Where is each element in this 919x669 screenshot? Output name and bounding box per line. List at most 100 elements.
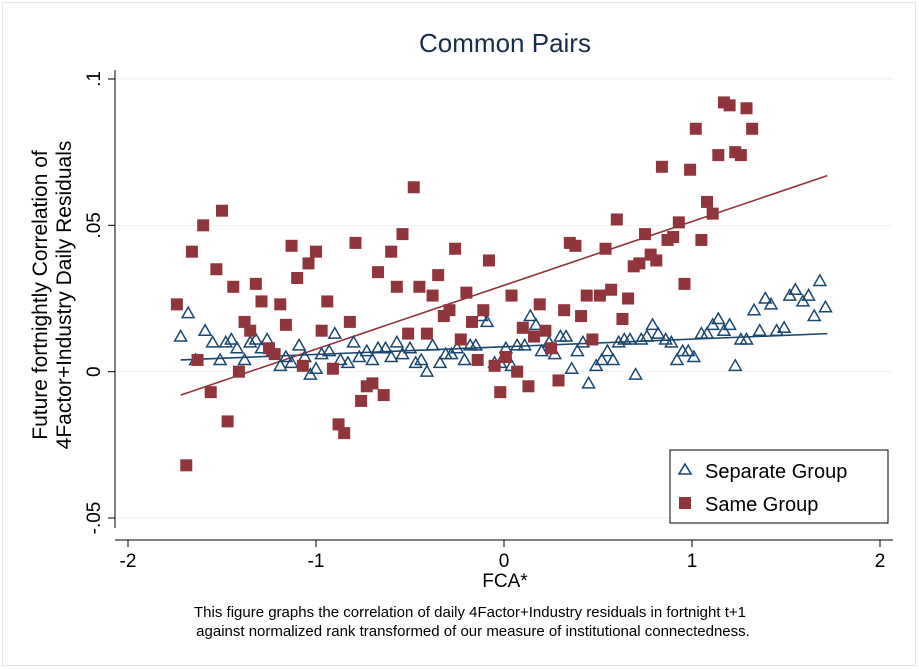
triangle-point [291, 337, 307, 351]
triangle-point [327, 326, 343, 339]
square-point [296, 359, 309, 372]
legend-label-separate-group: Separate Group [705, 461, 847, 483]
triangle-point [581, 375, 596, 389]
triangle-point [594, 352, 610, 366]
square-point [505, 289, 518, 302]
square-point [610, 213, 623, 226]
fit-line-same-group [180, 174, 828, 396]
square-point [396, 228, 409, 241]
triangle-point [746, 302, 762, 316]
square-point [249, 277, 262, 290]
y-axis-ticks: -.05 0 .05 .1 [84, 71, 115, 534]
square-point [221, 415, 234, 428]
triangle-point [686, 349, 702, 363]
triangle-point [346, 334, 361, 348]
square-point [232, 365, 245, 378]
x-tick-label: 1 [687, 551, 698, 572]
triangle-point [633, 331, 649, 345]
triangle-point [558, 329, 574, 342]
square-point [291, 272, 304, 285]
square-point [516, 321, 529, 334]
triangle-point [570, 343, 585, 357]
square-point [639, 228, 651, 241]
square-point [599, 242, 612, 255]
triangle-point [818, 299, 833, 313]
y-axis-title-line-1: Future fortnightly Correlation of [29, 150, 52, 440]
square-point [569, 239, 582, 252]
triangle-point [284, 355, 299, 369]
square-point [734, 149, 747, 162]
square-point [377, 389, 390, 402]
square-point [533, 298, 546, 311]
square-point [255, 295, 268, 308]
triangle-point [321, 343, 337, 357]
square-point [321, 295, 334, 308]
square-point [706, 207, 719, 220]
triangle-point [801, 288, 816, 301]
triangle-point [645, 317, 660, 331]
y-tick-label: 0 [84, 366, 105, 377]
triangle-point [806, 308, 822, 322]
triangle-point [758, 290, 773, 304]
triangle-point [248, 331, 264, 345]
square-point [723, 99, 736, 112]
square-point [511, 365, 524, 378]
triangle-point [534, 343, 549, 357]
square-point [545, 342, 557, 355]
triangle-point [628, 367, 643, 380]
square-point [191, 353, 204, 366]
square-point [650, 254, 663, 267]
triangle-point [457, 352, 472, 366]
square-point [268, 348, 281, 361]
square-point [460, 286, 473, 299]
square-point [552, 374, 565, 387]
y-tick-label: .1 [84, 71, 105, 87]
square-point [695, 233, 708, 246]
triangle-point [340, 355, 356, 369]
square-point [471, 353, 484, 366]
legend-entry-same-group: Same Group [679, 494, 818, 516]
triangle-point [237, 352, 252, 366]
triangle-point [229, 340, 245, 354]
triangle-point [389, 334, 405, 348]
triangle-point [242, 334, 258, 348]
square-point [285, 239, 298, 252]
triangle-point [523, 308, 538, 322]
square-point [310, 245, 322, 258]
square-point [210, 263, 223, 276]
triangle-point [739, 331, 754, 345]
y-axis-title: Future fortnightly Correlation of 4Facto… [29, 141, 76, 450]
square-point [655, 160, 668, 173]
square-point [616, 312, 629, 325]
triangle-point [468, 337, 484, 351]
square-point [204, 386, 217, 399]
square-point [586, 333, 599, 346]
square-point [390, 280, 403, 293]
triangle-point [449, 340, 465, 354]
triangle-point [197, 323, 213, 336]
square-point [426, 289, 439, 302]
square-point [494, 386, 507, 399]
triangle-point [752, 323, 767, 336]
triangle-point [180, 305, 196, 319]
square-point [402, 327, 415, 340]
square-point [605, 283, 618, 296]
legend-square-marker [679, 497, 691, 509]
x-axis-title: FCA* [482, 571, 528, 592]
chart-title: Common Pairs [419, 28, 591, 58]
square-point [580, 289, 593, 302]
square-point [712, 149, 725, 162]
triangle-point [370, 340, 386, 354]
triangle-point [432, 355, 448, 369]
triangle-point [528, 317, 544, 331]
triangle-point [664, 334, 679, 348]
square-point [593, 289, 606, 302]
square-point [170, 298, 183, 311]
y-tick-label: -.05 [84, 502, 105, 535]
square-point [689, 122, 702, 135]
square-point [180, 459, 193, 472]
triangle-point [383, 349, 399, 363]
square-point [454, 333, 467, 346]
triangle-point [173, 329, 188, 342]
